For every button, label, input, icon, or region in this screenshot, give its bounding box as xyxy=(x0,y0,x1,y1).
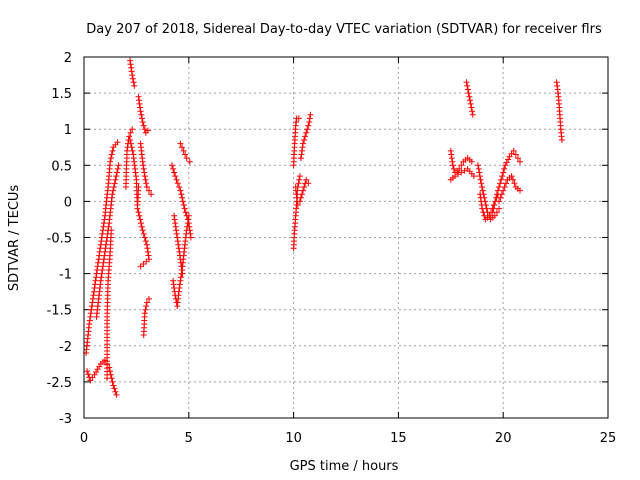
data-points xyxy=(83,57,565,398)
data-markers xyxy=(83,57,565,398)
x-tick-label: 20 xyxy=(495,431,512,446)
y-tick-label: -2 xyxy=(59,340,72,355)
tick-labels: 0 5 10 15 20 25 -3 -2.5 -2 -1.5 -1 -0.5 0 0.5 1 1.5 2 xyxy=(47,51,617,446)
y-tick-label: -1 xyxy=(59,268,72,283)
x-tick-label: 15 xyxy=(390,431,407,446)
x-tick-label: 5 xyxy=(185,431,193,446)
y-axis-label: SDTVAR / TECUs xyxy=(7,185,22,292)
y-tick-label: 1.5 xyxy=(51,87,72,102)
y-tick-label: 1 xyxy=(64,123,72,138)
y-tick-label: -3 xyxy=(59,412,72,427)
x-tick-label: 0 xyxy=(80,431,88,446)
y-tick-label: -1.5 xyxy=(47,304,72,319)
x-tick-label: 10 xyxy=(285,431,302,446)
grid-lines xyxy=(84,57,608,418)
chart-title: Day 207 of 2018, Sidereal Day-to-day VTE… xyxy=(86,22,602,37)
x-axis-label: GPS time / hours xyxy=(290,459,399,474)
x-tick-label: 25 xyxy=(600,431,617,446)
y-tick-label: 0 xyxy=(64,195,72,210)
y-tick-label: -2.5 xyxy=(47,376,72,391)
y-tick-label: -0.5 xyxy=(47,232,72,247)
plot-frame xyxy=(83,56,609,419)
y-tick-label: 0.5 xyxy=(51,159,72,174)
y-tick-label: 2 xyxy=(64,51,72,66)
